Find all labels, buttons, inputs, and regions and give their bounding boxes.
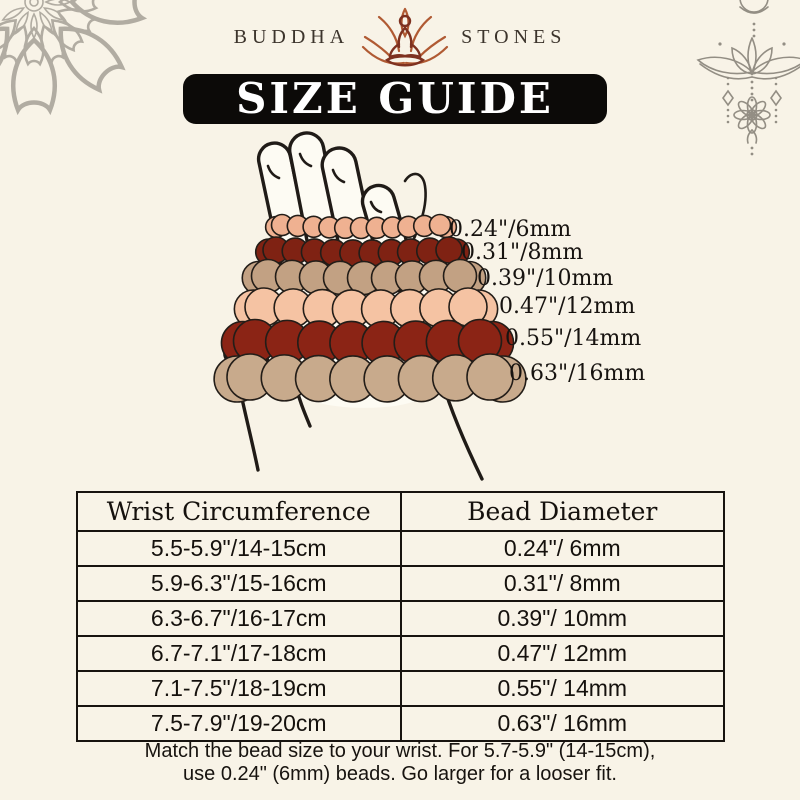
bead-cell: 0.39"/ 10mm: [399, 600, 725, 637]
table-row: 5.9-6.3"/15-16cm 0.31"/ 8mm: [76, 565, 725, 602]
table-row: 7.5-7.9"/19-20cm 0.63"/ 16mm: [76, 705, 725, 742]
table-row: 6.3-6.7"/16-17cm 0.39"/ 10mm: [76, 600, 725, 637]
table-row: 5.5-5.9"/14-15cm 0.24"/ 6mm: [76, 530, 725, 567]
wrist-cell: 7.1-7.5"/18-19cm: [76, 670, 402, 707]
bead-cell: 0.47"/ 12mm: [399, 635, 725, 672]
fit-note-line2: use 0.24" (6mm) beads. Go larger for a l…: [183, 763, 617, 785]
bead-cell: 0.24"/ 6mm: [399, 530, 725, 567]
fit-note: Match the bead size to your wrist. For 5…: [0, 740, 800, 786]
wrist-cell: 6.7-7.1"/17-18cm: [76, 635, 402, 672]
bead-cell: 0.31"/ 8mm: [399, 565, 725, 602]
bead-size-label: 0.24"/6mm: [449, 217, 572, 242]
table-row: 7.1-7.5"/18-19cm 0.55"/ 14mm: [76, 670, 725, 707]
wrist-cell: 5.5-5.9"/14-15cm: [76, 530, 402, 567]
size-guide-title: SIZE GUIDE: [236, 74, 554, 123]
col-header-wrist: Wrist Circumference: [76, 491, 402, 532]
bracelet-beads: [213, 213, 527, 403]
wrist-cell: 7.5-7.9"/19-20cm: [76, 705, 402, 742]
col-header-bead: Bead Diameter: [399, 491, 725, 532]
bead-size-label: 0.39"/10mm: [477, 266, 614, 291]
brand-logo: BUDDHA: [0, 4, 800, 70]
size-guide-banner: SIZE GUIDE: [183, 74, 607, 124]
bead-size-label: 0.31"/8mm: [461, 240, 584, 265]
wrist-cell: 6.3-6.7"/16-17cm: [76, 600, 402, 637]
bead-size-label: 0.55"/14mm: [505, 326, 642, 351]
wrist-cell: 5.9-6.3"/15-16cm: [76, 565, 402, 602]
bead-size-label: 0.47"/12mm: [499, 294, 636, 319]
table-header-row: Wrist Circumference Bead Diameter: [76, 491, 725, 532]
bead-size-label: 0.63"/16mm: [509, 361, 646, 386]
bead-cell: 0.63"/ 16mm: [399, 705, 725, 742]
fit-note-line1: Match the bead size to your wrist. For 5…: [144, 740, 656, 762]
lotus-meditation-icon: [362, 7, 449, 67]
size-chart-table: Wrist Circumference Bead Diameter 5.5-5.…: [76, 491, 725, 742]
table-row: 6.7-7.1"/17-18cm 0.47"/ 12mm: [76, 635, 725, 672]
brand-name-right: STONES: [461, 25, 567, 48]
bead-cell: 0.55"/ 14mm: [399, 670, 725, 707]
brand-name-left: BUDDHA: [233, 25, 350, 48]
